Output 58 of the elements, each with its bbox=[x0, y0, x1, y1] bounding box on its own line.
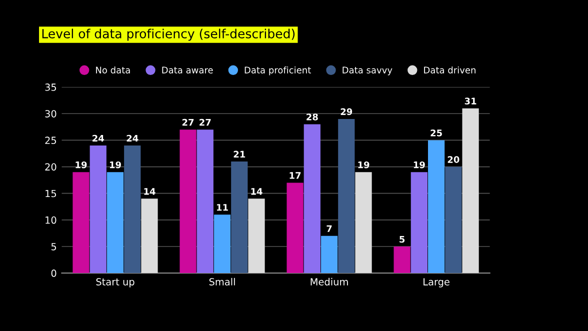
legend-label: Data proficient bbox=[244, 66, 311, 76]
bar bbox=[196, 130, 214, 274]
data-label: 19 bbox=[76, 161, 87, 168]
legend-label: Data savvy bbox=[342, 66, 392, 76]
data-label: 17 bbox=[290, 172, 301, 179]
data-label: 19 bbox=[358, 161, 370, 168]
bar bbox=[248, 198, 265, 274]
bar bbox=[394, 246, 410, 274]
bar bbox=[72, 172, 90, 274]
data-label: 21 bbox=[234, 150, 246, 158]
data-label: 14 bbox=[251, 188, 262, 195]
y-tick-label: 5 bbox=[51, 243, 56, 250]
chart-title: Level of data proficiency (self-described) bbox=[42, 28, 295, 41]
bar bbox=[106, 172, 124, 274]
data-label: 7 bbox=[326, 225, 332, 232]
bar bbox=[445, 166, 462, 274]
data-label: 29 bbox=[340, 108, 352, 116]
x-tick-label: Start up bbox=[96, 278, 134, 288]
bar bbox=[214, 214, 231, 274]
bar bbox=[410, 172, 428, 274]
data-label: 20 bbox=[448, 156, 460, 163]
data-label: 14 bbox=[144, 188, 156, 195]
data-label: 31 bbox=[464, 98, 476, 104]
data-label: 24 bbox=[126, 134, 138, 142]
bar bbox=[124, 146, 141, 274]
bar bbox=[320, 236, 338, 274]
bar bbox=[338, 118, 355, 274]
bar bbox=[355, 172, 372, 274]
y-tick-label: 15 bbox=[46, 190, 56, 198]
x-tick-label: Medium bbox=[310, 278, 348, 286]
x-tick-label: Small bbox=[209, 278, 235, 286]
y-tick-label: 0 bbox=[51, 270, 56, 277]
bar bbox=[180, 130, 196, 274]
data-label: 27 bbox=[200, 118, 211, 126]
legend-label: Data aware bbox=[162, 66, 213, 74]
bar bbox=[428, 140, 445, 274]
y-tick-label: 30 bbox=[45, 110, 56, 118]
legend-label: Data driven bbox=[424, 66, 476, 74]
y-tick-label: 25 bbox=[45, 136, 56, 144]
bar bbox=[462, 108, 479, 274]
data-label: 5 bbox=[400, 236, 405, 243]
bar bbox=[141, 198, 158, 274]
legend-label: No data bbox=[96, 66, 130, 74]
data-label: 25 bbox=[430, 130, 442, 136]
data-label: 19 bbox=[110, 161, 121, 168]
data-label: 11 bbox=[217, 204, 228, 211]
data-label: 24 bbox=[92, 134, 104, 142]
bar bbox=[286, 182, 304, 274]
y-tick-label: 35 bbox=[45, 84, 56, 91]
bar bbox=[231, 161, 248, 274]
data-label: 28 bbox=[306, 114, 318, 120]
bar bbox=[304, 124, 320, 274]
data-label: 19 bbox=[414, 161, 425, 168]
y-tick-label: 20 bbox=[45, 163, 56, 171]
data-label: 27 bbox=[182, 118, 194, 126]
y-tick-label: 10 bbox=[46, 216, 56, 224]
x-tick-label: Large bbox=[424, 278, 450, 288]
bar bbox=[90, 146, 106, 274]
